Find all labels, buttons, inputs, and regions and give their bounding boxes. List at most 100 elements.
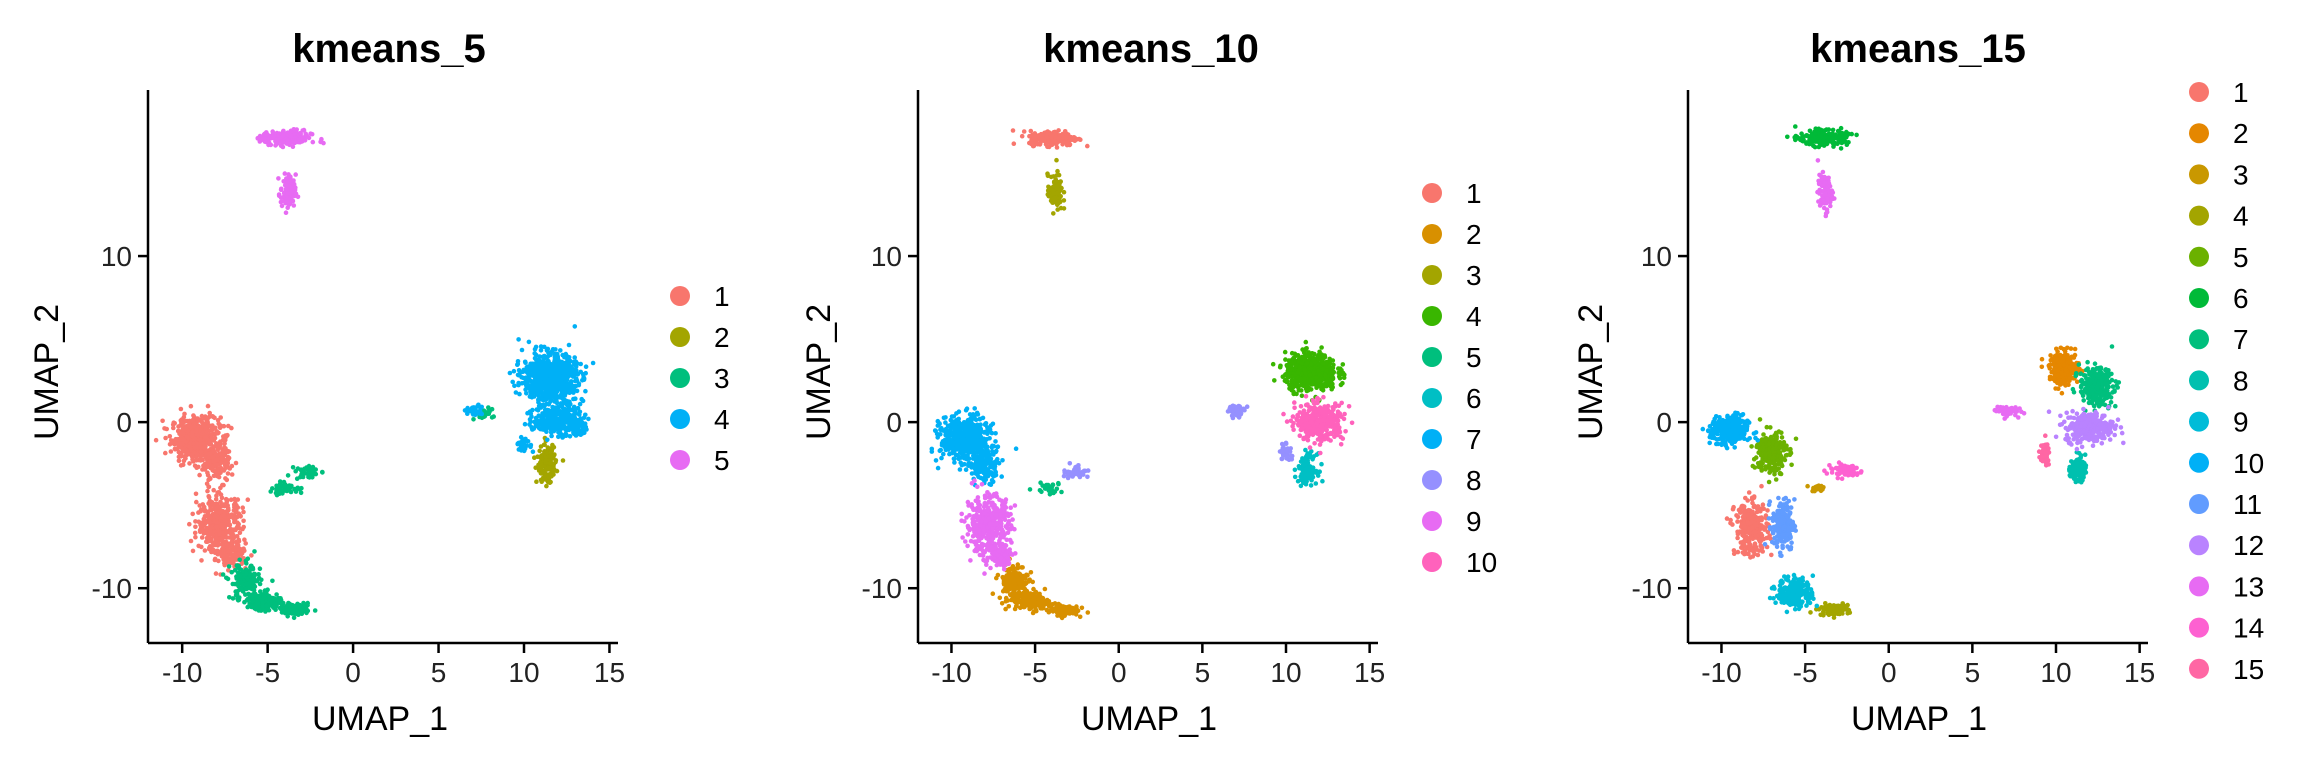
data-point [1015, 574, 1020, 579]
data-point [546, 411, 551, 416]
data-point [176, 458, 182, 464]
data-point [516, 447, 522, 452]
data-point [238, 586, 244, 591]
data-point [541, 397, 547, 403]
data-point [280, 133, 286, 139]
data-point [219, 538, 225, 543]
data-point [1306, 474, 1311, 480]
data-point [580, 431, 585, 436]
data-point [563, 407, 568, 413]
data-point [523, 375, 529, 381]
data-point [551, 415, 557, 420]
data-point [1312, 359, 1318, 365]
data-point [196, 457, 202, 463]
data-point [1331, 362, 1336, 368]
data-point [190, 457, 195, 462]
data-point [243, 581, 249, 587]
data-point [1320, 356, 1326, 362]
data-point [1052, 489, 1058, 494]
data-point [1015, 562, 1021, 567]
data-point [1290, 383, 1295, 389]
data-point [546, 465, 551, 471]
data-point [538, 460, 543, 465]
data-point [206, 477, 211, 483]
data-point [182, 419, 187, 424]
data-point [178, 437, 183, 442]
data-point [1051, 211, 1056, 216]
data-point [530, 427, 535, 432]
data-point [1320, 478, 1325, 484]
data-point [224, 558, 229, 563]
data-point [1324, 378, 1329, 384]
x-tick-label: -10 [162, 657, 202, 688]
data-point [277, 481, 283, 487]
data-point [220, 524, 225, 529]
data-point [1019, 133, 1025, 139]
data-point [565, 381, 570, 387]
data-point [285, 473, 291, 478]
data-point [1297, 383, 1303, 388]
data-point [555, 383, 560, 389]
data-point [160, 418, 165, 424]
data-point [564, 432, 569, 438]
data-point [1291, 391, 1296, 397]
data-point [243, 541, 248, 546]
legend-swatch [670, 368, 690, 388]
data-point [1020, 599, 1026, 605]
data-point [289, 134, 294, 140]
data-point [283, 210, 289, 215]
data-point [563, 386, 568, 392]
data-point [206, 494, 211, 499]
data-point [163, 435, 168, 441]
cluster-5-points [255, 127, 326, 215]
data-point [208, 528, 213, 534]
data-point [187, 421, 192, 426]
data-point [1303, 339, 1309, 345]
data-point [256, 572, 261, 577]
data-point [270, 578, 275, 584]
data-point [210, 532, 216, 538]
data-point [229, 463, 235, 469]
data-point [222, 453, 227, 458]
data-point [1050, 609, 1056, 614]
data-point [286, 607, 291, 612]
data-point [230, 538, 235, 543]
data-point [1309, 351, 1315, 356]
data-point [241, 524, 246, 530]
data-point [199, 522, 205, 528]
data-point [542, 442, 547, 448]
data-point [178, 406, 184, 412]
data-point [306, 467, 312, 473]
data-point [561, 401, 567, 406]
data-point [176, 424, 181, 429]
data-point [237, 566, 242, 571]
data-point [995, 572, 1001, 578]
data-point [1021, 129, 1027, 134]
data-point [1066, 609, 1071, 614]
data-point [191, 441, 196, 446]
data-point [294, 476, 300, 482]
data-point [565, 374, 571, 380]
data-point [253, 606, 259, 611]
data-point [548, 398, 554, 403]
data-point [536, 413, 541, 419]
data-point [1304, 361, 1310, 366]
data-point [1310, 455, 1316, 461]
data-point [238, 514, 243, 519]
data-point [517, 440, 522, 446]
data-point [1315, 469, 1321, 475]
data-point [178, 463, 184, 468]
data-point [572, 367, 577, 373]
data-point [1305, 460, 1311, 466]
data-point [569, 379, 574, 384]
data-point [241, 509, 246, 515]
data-point [256, 575, 262, 581]
data-point [1308, 483, 1314, 488]
data-point [539, 417, 544, 423]
data-point [209, 427, 215, 433]
data-point [1321, 361, 1326, 366]
data-point [223, 449, 229, 454]
legend-item-5: 5 [670, 445, 730, 476]
data-point [222, 562, 227, 568]
legend-item-3: 3 [670, 363, 730, 394]
